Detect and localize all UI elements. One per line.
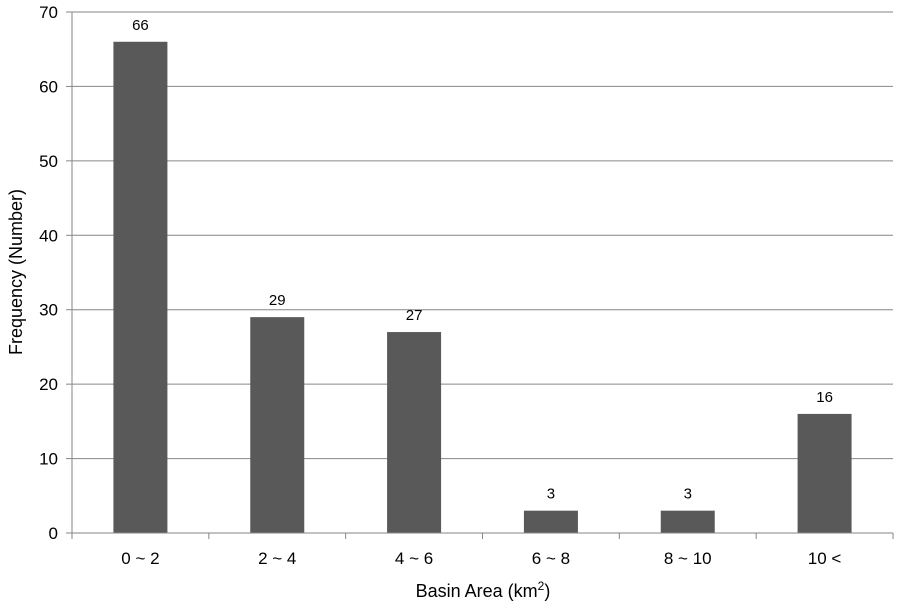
y-tick-label: 20 <box>39 375 58 394</box>
gridlines <box>72 11 893 460</box>
bar <box>250 317 305 533</box>
y-tick-labels: 0 10 20 30 40 50 60 70 <box>39 3 58 543</box>
y-tick-label: 50 <box>39 152 58 171</box>
bars <box>113 41 852 534</box>
x-tick-label: 2 ~ 4 <box>258 549 296 568</box>
x-tick-label: 0 ~ 2 <box>121 549 159 568</box>
x-tick-label: 6 ~ 8 <box>532 549 570 568</box>
x-tick-labels: 0 ~ 2 2 ~ 4 4 ~ 6 6 ~ 8 8 ~ 10 10 < <box>121 549 841 568</box>
bar <box>797 413 852 533</box>
data-label: 66 <box>132 17 149 34</box>
data-labels: 66 29 27 3 3 16 <box>132 17 833 503</box>
x-tick-label: 4 ~ 6 <box>395 549 433 568</box>
y-tick-label: 0 <box>49 524 58 543</box>
bar <box>113 41 168 534</box>
x-tick-label: 8 ~ 10 <box>664 549 712 568</box>
x-tick-label: 10 < <box>808 549 842 568</box>
x-axis-title-main: Basin Area (km <box>416 581 538 601</box>
axes <box>66 11 894 539</box>
x-axis-title: Basin Area (km2) <box>416 579 551 601</box>
data-label: 27 <box>406 307 423 324</box>
data-label: 16 <box>816 389 833 406</box>
y-tick-label: 70 <box>39 3 58 22</box>
data-label: 29 <box>269 292 286 309</box>
data-label: 3 <box>547 486 555 503</box>
y-tick-label: 10 <box>39 450 58 469</box>
y-tick-label: 40 <box>39 226 58 245</box>
y-tick-label: 60 <box>39 77 58 96</box>
x-axis-title-end: ) <box>544 581 550 601</box>
bar <box>660 510 715 533</box>
y-tick-label: 30 <box>39 301 58 320</box>
y-axis-title: Frequency (Number) <box>6 189 26 355</box>
data-label: 3 <box>684 486 692 503</box>
bar <box>523 510 578 533</box>
bar <box>387 332 442 533</box>
x-axis-title-superscript: 2 <box>538 579 545 593</box>
